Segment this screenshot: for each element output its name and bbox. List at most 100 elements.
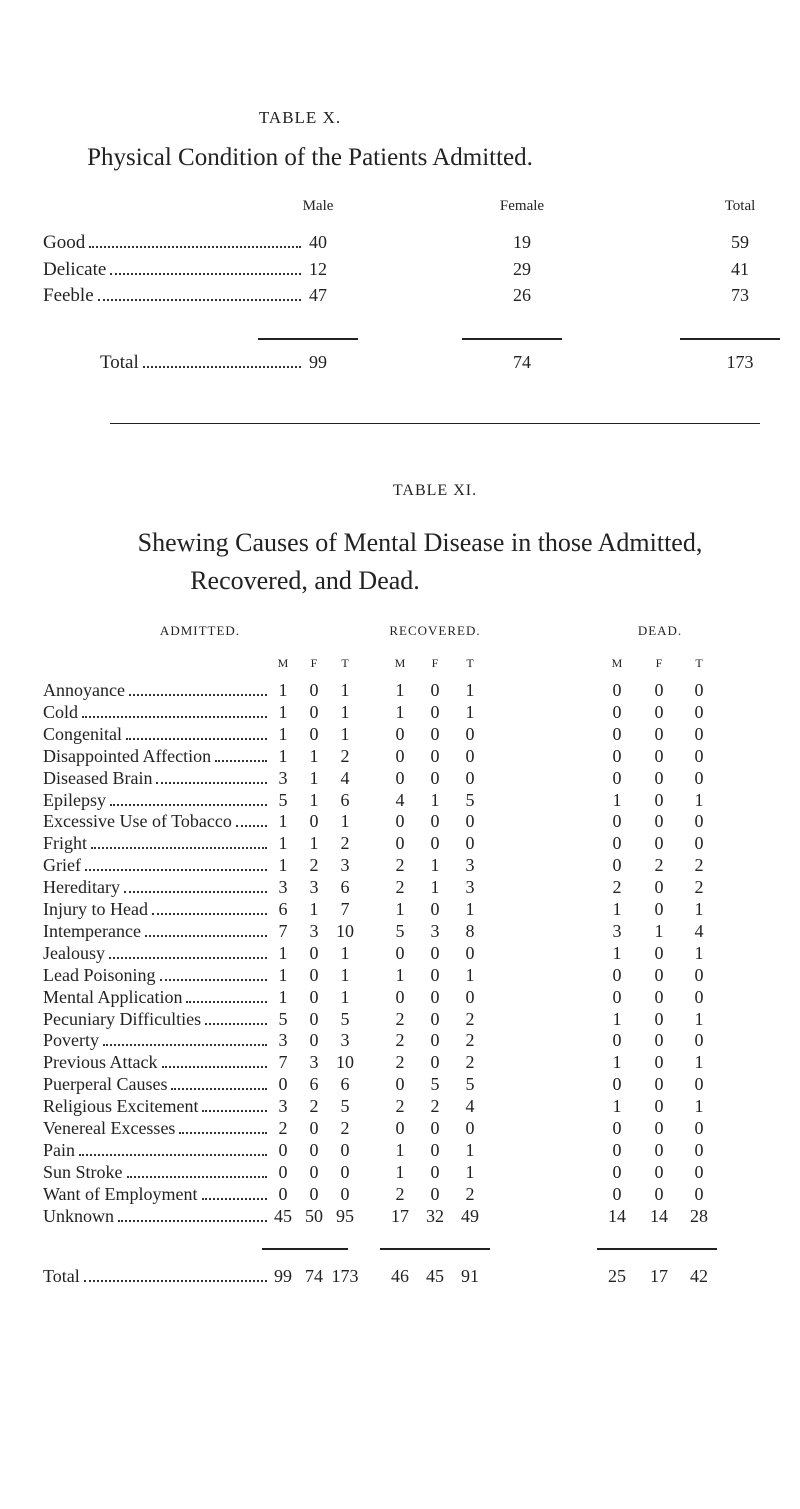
cell: 0: [395, 942, 405, 963]
cell: 1: [340, 964, 350, 985]
cell: 0: [430, 899, 440, 919]
cell: 1: [278, 811, 288, 832]
cell: 1: [340, 680, 350, 700]
cell: 173: [331, 1266, 359, 1286]
cell: 3: [340, 855, 350, 876]
dot-leader: [159, 978, 267, 981]
subheader: T: [341, 656, 349, 670]
cell: 0: [278, 1161, 288, 1182]
cell: 49: [461, 1205, 479, 1226]
dot-leader: [110, 803, 267, 806]
cell: 1: [654, 920, 664, 941]
cell: 0: [395, 1074, 405, 1095]
row: Cold: [43, 702, 271, 723]
cell: 0: [430, 701, 440, 722]
cell: 0: [465, 745, 475, 766]
rule: [680, 338, 780, 340]
cell: 2: [465, 1008, 475, 1029]
cell: 0: [694, 745, 704, 766]
rule: [262, 1248, 348, 1250]
row-label: Fright: [43, 833, 88, 854]
cell: 0: [612, 1118, 622, 1138]
cell: 1: [395, 899, 405, 919]
cell: 8: [465, 920, 475, 941]
cell: 1: [340, 942, 350, 963]
row: Excessive Use of Tobacco: [43, 811, 271, 832]
row: Congenital: [43, 724, 271, 745]
cell: 0: [654, 1139, 664, 1160]
cell: 0: [694, 1074, 704, 1095]
cell: 0: [465, 723, 475, 744]
dot-leader: [123, 891, 267, 894]
group-header: RECOVERED.: [389, 623, 481, 638]
cell: 1: [612, 1008, 622, 1029]
cell: 91: [461, 1266, 479, 1286]
table-label: TABLE XI.: [392, 482, 478, 499]
cell: 0: [395, 811, 405, 832]
cell: 2: [309, 1096, 319, 1117]
dot-leader: [126, 737, 267, 740]
row-label: Feeble: [43, 285, 94, 306]
row: Diseased Brain: [43, 768, 271, 789]
cell: 0: [395, 745, 405, 766]
row-label: Congenital: [43, 723, 122, 744]
cell: 0: [612, 701, 622, 722]
cell: 50: [305, 1205, 323, 1226]
cell: 0: [694, 1030, 704, 1051]
cell: 1: [278, 986, 288, 1007]
group-header: DEAD.: [637, 623, 683, 638]
cell: 0: [694, 986, 704, 1007]
cell: 1: [278, 964, 288, 985]
cell: 0: [278, 1183, 288, 1204]
dot-leader: [151, 913, 267, 915]
cell: 1: [340, 811, 350, 832]
cell: 0: [612, 1074, 622, 1095]
cell: 0: [430, 1008, 440, 1029]
cell: 1: [278, 745, 288, 766]
cell: 0: [654, 1161, 664, 1182]
dot-leader: [110, 272, 301, 275]
dot-leader: [179, 1132, 267, 1134]
row-label: Pecuniary Difficulties: [43, 1008, 202, 1029]
cell: 3: [465, 855, 475, 876]
cell: 95: [336, 1205, 354, 1226]
row: Lead Poisoning: [43, 965, 271, 986]
dot-leader: [83, 1280, 267, 1282]
rule: [110, 423, 760, 424]
cell: 40: [309, 232, 327, 252]
cell: 1: [694, 789, 704, 810]
row-label: Puerperal Causes: [43, 1074, 168, 1095]
cell: 25: [608, 1266, 626, 1286]
cell: 2: [340, 745, 350, 766]
cell: 3: [465, 877, 475, 898]
row-label: Total: [43, 1266, 80, 1286]
row: Jealousy: [43, 943, 271, 964]
cell: 0: [430, 833, 440, 854]
cell: 2: [309, 855, 319, 876]
dot-leader: [202, 1110, 267, 1113]
cell: 4: [465, 1096, 475, 1117]
cell: 0: [654, 767, 664, 788]
total-row: Total: [43, 1266, 271, 1287]
cell: 0: [430, 811, 440, 832]
cell: 0: [430, 986, 440, 1007]
cell: 0: [340, 1183, 350, 1204]
cell: 5: [278, 789, 288, 810]
row: Pecuniary Difficulties: [43, 1009, 271, 1030]
table-title: Shewing Causes of Mental Disease in thos…: [137, 528, 703, 557]
rule: [380, 1248, 490, 1250]
row: Previous Attack: [43, 1052, 271, 1073]
cell: 0: [309, 811, 319, 832]
cell: 7: [278, 1052, 288, 1073]
cell: 1: [694, 942, 704, 963]
cell: 4: [694, 920, 704, 941]
dot-leader: [118, 1219, 267, 1222]
cell: 14: [650, 1205, 668, 1226]
cell: 26: [513, 285, 531, 305]
cell: 0: [694, 811, 704, 832]
cell: 0: [395, 833, 405, 854]
cell: 74: [513, 352, 531, 372]
cell: 0: [430, 1139, 440, 1160]
dot-leader: [126, 1175, 267, 1178]
cell: 0: [612, 745, 622, 766]
